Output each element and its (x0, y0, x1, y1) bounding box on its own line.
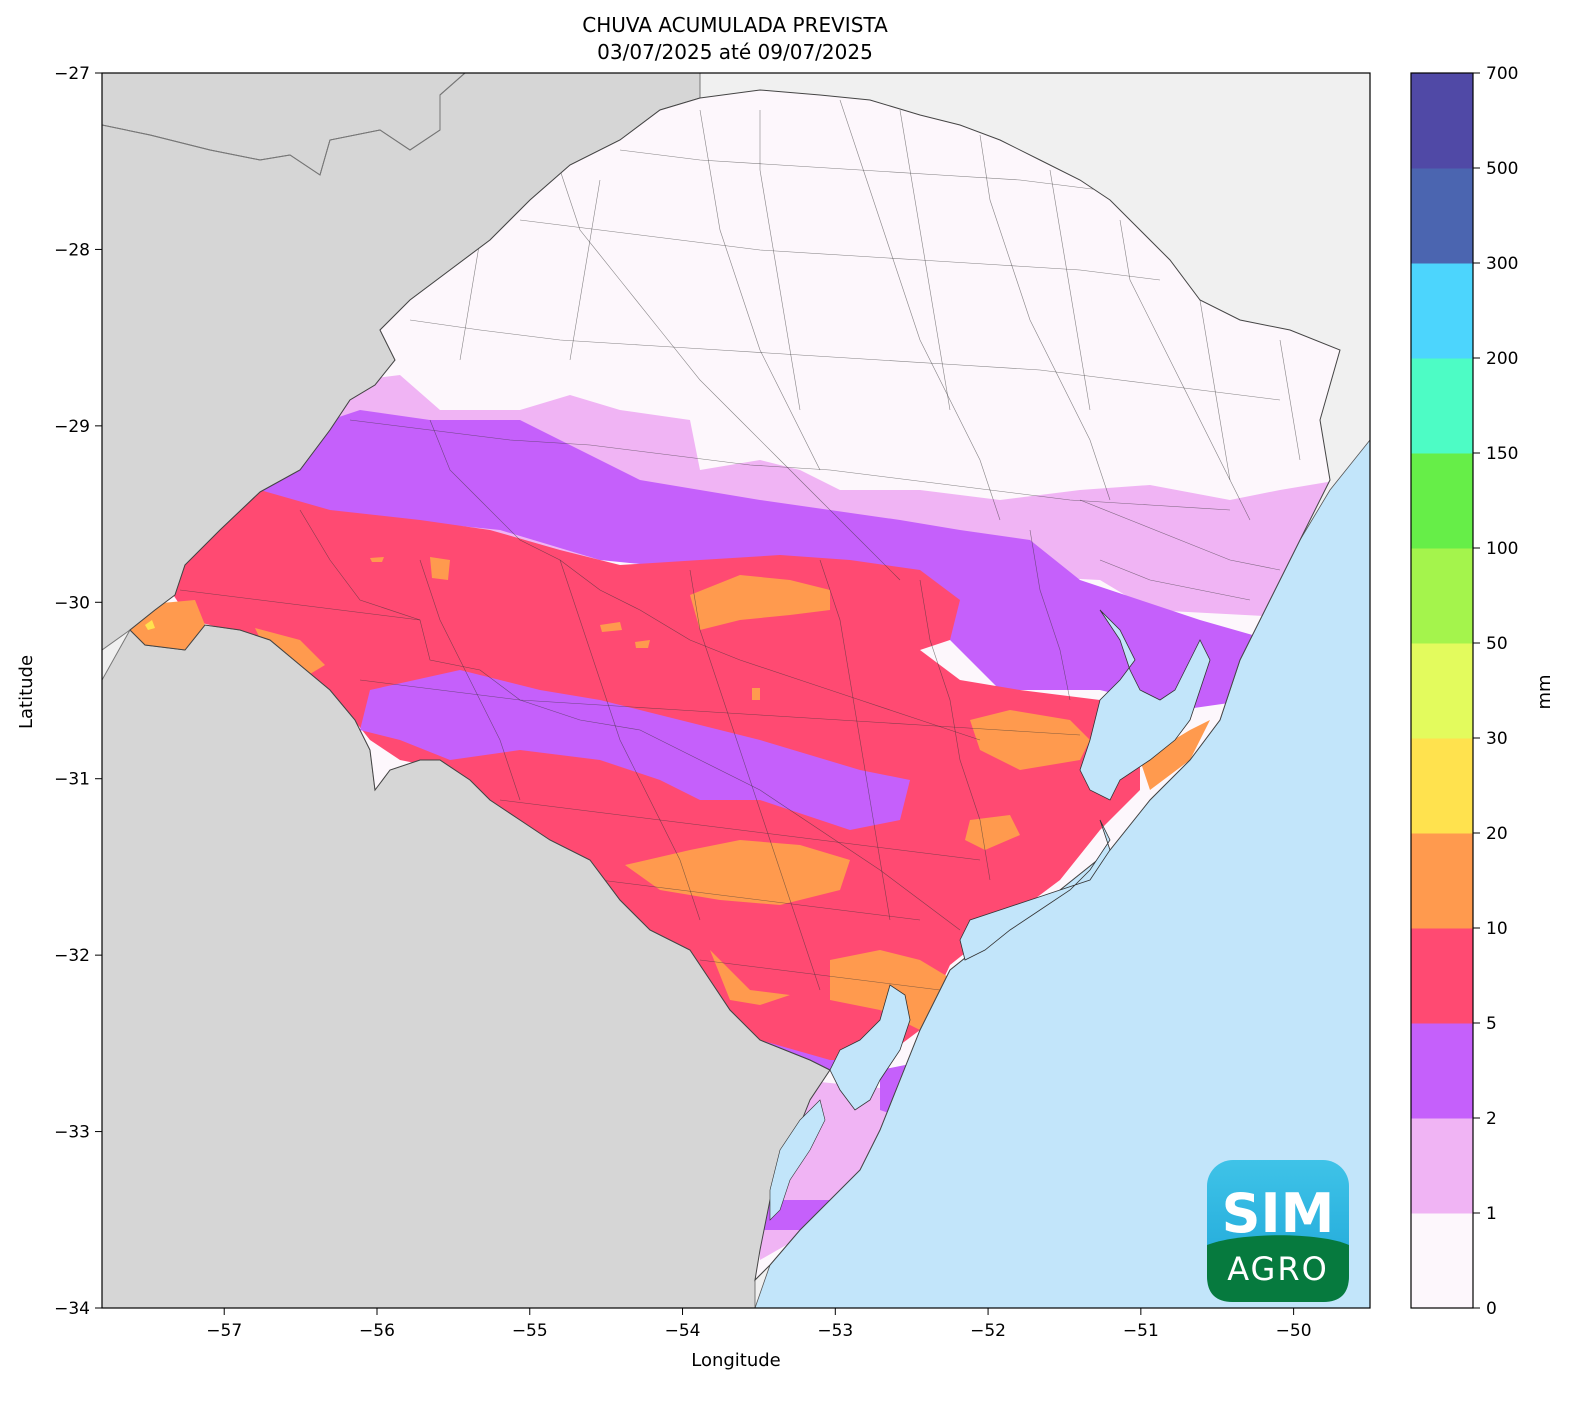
colorbar-tick-label: 5 (1486, 1014, 1497, 1034)
colorbar-tick-label: 100 (1486, 539, 1518, 559)
y-axis: −27 −28 −29 −30 −31 −32 −33 −34 (54, 64, 102, 1319)
y-tick-label: −33 (54, 1123, 90, 1143)
colorbar-tick-label: 300 (1486, 254, 1518, 274)
y-tick-label: −29 (54, 417, 90, 437)
rain-20-30mm (145, 620, 155, 630)
colorbar-tick-label: 50 (1486, 634, 1508, 654)
y-tick-label: −28 (54, 240, 90, 260)
x-tick-label: −55 (512, 1321, 548, 1341)
x-tick-label: −51 (1123, 1321, 1159, 1341)
x-axis-label: Longitude (691, 1350, 781, 1371)
colorbar-bin-50-100 (1411, 548, 1473, 644)
colorbar-frame (1410, 72, 1474, 1309)
country-border (102, 73, 466, 176)
y-tick-label: −32 (54, 946, 90, 966)
state-border (129, 89, 1341, 1282)
x-tick-label: −54 (665, 1321, 701, 1341)
y-tick-label: −27 (54, 64, 90, 84)
lagoa-mangueira (769, 1099, 826, 1221)
colorbar-tick-label: 20 (1486, 824, 1508, 844)
map-frame (101, 72, 1371, 1309)
x-tick-label: −56 (359, 1321, 395, 1341)
colorbar-tick-label: 2 (1486, 1109, 1497, 1129)
colorbar-bin-150-200 (1411, 358, 1473, 454)
rain-2-5mm (130, 410, 1300, 1230)
colorbar-bin-5-10 (1411, 928, 1473, 1024)
colorbar-tick-label: 200 (1486, 349, 1518, 369)
colorbar-tick-label: 0 (1486, 1299, 1497, 1319)
logo-sim-text: SIM (1222, 1182, 1335, 1245)
colorbar-bin-20-30 (1411, 738, 1473, 834)
municipal-boundaries (179, 99, 1301, 991)
y-axis-label: Latitude (16, 655, 37, 729)
x-tick-label: −57 (206, 1321, 242, 1341)
chart-title-line2: 03/07/2025 até 09/07/2025 (597, 40, 873, 64)
colorbar-bin-1-2 (1411, 1118, 1473, 1214)
map-plot-area: SIM AGRO (102, 73, 1370, 1308)
logo-agro-text: AGRO (1227, 1250, 1329, 1288)
colorbar-tick-label: 700 (1486, 64, 1518, 84)
colorbar-bin-10-20 (1411, 833, 1473, 929)
colorbar-tick-label: 1 (1486, 1204, 1497, 1224)
colorbar-tick-label: 10 (1486, 919, 1508, 939)
y-tick-label: −30 (54, 593, 90, 613)
lagoa-dos-patos (959, 609, 1211, 961)
x-tick-label: −52 (970, 1321, 1006, 1341)
colorbar-tick-label: 500 (1486, 159, 1518, 179)
colorbar-bin-200-300 (1411, 263, 1473, 359)
chart-title-line1: CHUVA ACUMULADA PREVISTA (582, 13, 888, 37)
colorbar-tick-label: 30 (1486, 729, 1508, 749)
colorbar-bin-300-500 (1411, 168, 1473, 264)
colorbar-bin-500-700 (1411, 73, 1473, 169)
colorbar-tick-label: 150 (1486, 444, 1518, 464)
x-tick-label: −50 (1276, 1321, 1312, 1341)
colorbar-bin-0-1 (1411, 1213, 1473, 1309)
colorbar-bin-30-50 (1411, 643, 1473, 739)
x-axis: −57 −56 −55 −54 −53 −52 −51 −50 (206, 1308, 1312, 1341)
rain-5-10mm-cutout (360, 670, 910, 830)
colorbar-unit-label: mm (1534, 674, 1555, 709)
y-tick-label: −34 (54, 1299, 90, 1319)
colorbar-bin-100-150 (1411, 453, 1473, 549)
colorbar: 0 1 2 5 10 20 30 50 100 150 200 300 500 700 (1410, 64, 1518, 1319)
y-tick-label: −31 (54, 770, 90, 790)
lagoa-mirim (829, 984, 911, 1111)
colorbar-bin-2-5 (1411, 1023, 1473, 1119)
x-tick-label: −53 (817, 1321, 853, 1341)
sim-agro-logo: SIM AGRO (1207, 1160, 1349, 1302)
